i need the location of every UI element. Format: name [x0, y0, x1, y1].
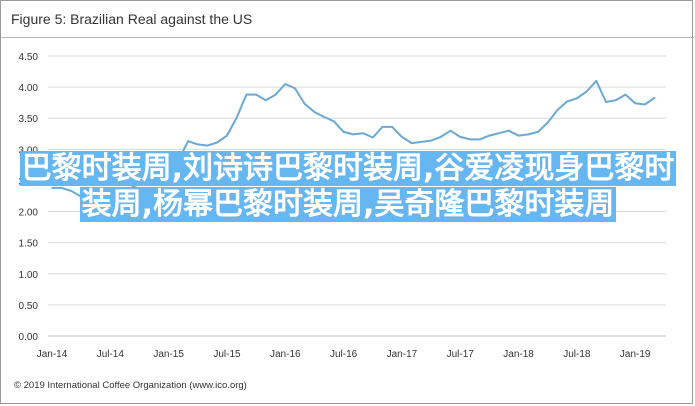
x-tick-label: Jul-18	[563, 349, 591, 360]
x-tick-label: Jul-14	[97, 349, 125, 360]
data-point	[352, 133, 355, 136]
data-point	[197, 143, 199, 146]
x-tick-label: Jan-19	[620, 349, 651, 360]
data-point	[226, 134, 228, 137]
data-point	[187, 140, 189, 142]
chart-title: Figure 5: Brazilian Real against the US	[11, 11, 253, 27]
y-tick-label: 3.00	[19, 145, 39, 156]
data-point	[410, 142, 413, 144]
data-point	[333, 120, 335, 123]
data-point	[342, 131, 345, 133]
x-tick-label: Jan-15	[153, 349, 184, 360]
y-tick-label: 3.50	[19, 114, 39, 125]
data-point	[245, 93, 248, 96]
data-point	[51, 187, 53, 189]
copyright-credit: © 2019 International Coffee Organization…	[14, 380, 247, 391]
data-point	[585, 90, 588, 93]
y-tick-label: 0.00	[19, 332, 39, 343]
overlay-banner-text[interactable]: 巴黎时装周,刘诗诗巴黎时装周,谷爱凌现身巴黎时装周,杨幂巴黎时装周,吴奇隆巴黎时…	[19, 151, 677, 222]
y-tick-label: 0.50	[19, 301, 39, 312]
overlay-banner[interactable]: 巴黎时装周,刘诗诗巴黎时装周,谷爱凌现身巴黎时装周,杨幂巴黎时装周,吴奇隆巴黎时…	[14, 151, 682, 223]
data-point	[459, 136, 462, 138]
x-tick-label: Jul-17	[447, 349, 475, 360]
y-tick-label: 1.50	[19, 239, 39, 250]
data-point	[323, 116, 326, 118]
data-point	[313, 111, 316, 113]
data-point	[517, 134, 520, 137]
data-point	[624, 93, 627, 96]
data-point	[274, 93, 277, 96]
data-point	[478, 138, 481, 141]
data-point	[303, 103, 306, 105]
data-point	[508, 129, 510, 132]
data-point	[294, 87, 296, 90]
data-point	[488, 134, 491, 137]
x-tick-label: Jul-15	[213, 349, 241, 360]
data-point	[372, 136, 374, 139]
data-point	[401, 136, 403, 138]
data-point	[255, 93, 257, 96]
y-tick-label: 4.00	[19, 83, 39, 94]
data-point	[216, 141, 218, 144]
x-axis-ticks: Jan-14 Jul-14 Jan-15 Jul-15 Jan-16 Jul-16 Jan-…	[37, 349, 651, 360]
y-tick-label: 1.00	[19, 270, 39, 281]
data-point	[537, 131, 539, 133]
y-tick-label: 2.00	[19, 208, 39, 219]
data-point	[381, 126, 384, 128]
data-point	[265, 99, 267, 101]
data-point	[576, 97, 578, 100]
data-point	[391, 126, 394, 128]
data-point	[206, 144, 209, 147]
data-point	[605, 101, 607, 103]
data-point	[527, 133, 530, 136]
y-tick-label: 4.50	[19, 52, 39, 63]
data-point	[644, 103, 646, 106]
data-point	[634, 102, 636, 105]
data-point	[70, 190, 73, 192]
x-tick-label: Jan-14	[37, 349, 68, 360]
data-point	[566, 100, 568, 103]
title-divider	[1, 37, 694, 38]
data-point	[235, 116, 238, 119]
x-tick-label: Jul-16	[330, 349, 358, 360]
data-point	[615, 99, 617, 101]
data-point	[469, 138, 471, 141]
data-point	[60, 187, 63, 189]
data-point	[284, 83, 287, 85]
data-point	[362, 132, 364, 134]
data-point	[556, 109, 559, 111]
data-point	[420, 141, 423, 143]
x-tick-label: Jan-18	[503, 349, 534, 360]
data-point	[430, 139, 432, 142]
data-point	[440, 136, 442, 138]
data-point	[498, 132, 500, 134]
data-point	[546, 121, 549, 124]
x-tick-label: Jan-17	[387, 349, 418, 360]
data-point	[653, 96, 656, 99]
data-point	[595, 80, 598, 82]
x-tick-label: Jan-16	[270, 349, 301, 360]
data-point	[449, 129, 452, 132]
